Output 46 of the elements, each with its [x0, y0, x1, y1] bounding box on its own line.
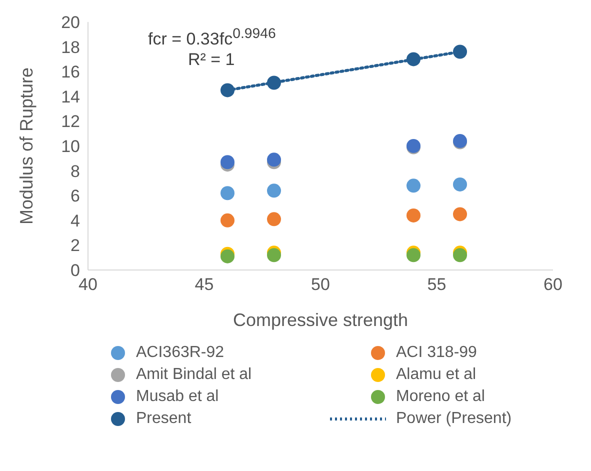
y-tick-label: 20 [61, 13, 80, 32]
point [267, 184, 281, 198]
legend-label: Moreno et al [396, 388, 485, 406]
annotation: fcr = 0.33fc$^{0.9946}$ [148, 26, 276, 50]
x-tick-label: 60 [544, 275, 562, 294]
y-tick-label: 2 [70, 236, 80, 256]
x-tick-label: 40 [78, 275, 98, 294]
legend-label: Amit Bindal et al [136, 366, 252, 384]
point [267, 76, 281, 90]
point [267, 212, 281, 226]
y-tick-label: 4 [70, 211, 80, 230]
y-tick-label: 8 [70, 162, 80, 181]
y-tick-label: 6 [70, 186, 80, 206]
x-tick-label: 50 [311, 275, 330, 294]
point [453, 207, 467, 222]
point [267, 152, 281, 167]
legend-label: Musab et al [136, 388, 219, 406]
point [267, 248, 281, 262]
point [220, 83, 234, 98]
legend-label: Alamu et al [396, 366, 476, 384]
legend-label: Present [136, 410, 192, 428]
y-axis-title: Modulus of Rupture [16, 67, 36, 225]
point [220, 186, 234, 200]
point [220, 155, 234, 170]
legend-label: ACI 318-99 [396, 344, 477, 362]
point [453, 248, 467, 262]
y-tick-label: 18 [61, 38, 80, 57]
x-tick-label: 55 [427, 275, 446, 294]
y-tick-label: 0 [70, 261, 80, 280]
point [406, 208, 420, 222]
y-tick-label: 16 [61, 62, 80, 82]
point [453, 44, 467, 59]
legend-label: Power (Present) [396, 410, 512, 428]
y-tick-label: 12 [61, 112, 80, 132]
point [453, 177, 467, 192]
annotation: R² = 1 [188, 50, 235, 70]
point [220, 213, 234, 228]
y-tick-label: 14 [61, 87, 80, 106]
point [406, 52, 420, 66]
legend-label: ACI363R-92 [136, 344, 224, 362]
y-tick-label: 10 [61, 137, 80, 156]
x-tick-label: 45 [194, 275, 214, 294]
point [220, 249, 234, 264]
point [406, 178, 420, 193]
x-axis-title: Compressive strength [232, 310, 408, 330]
point [406, 248, 420, 262]
